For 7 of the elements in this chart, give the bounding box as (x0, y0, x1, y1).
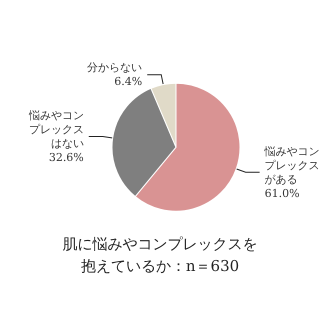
text: 肌に悩みやコンプレックスを抱えているか：n＝630 (62, 235, 258, 275)
data-label: 61.0% (264, 186, 300, 200)
data-label: 32.6% (48, 151, 84, 164)
slice-label: 分からない (87, 61, 142, 74)
slice-label: 悩みやコンプレックスがある (264, 144, 320, 186)
data-label: 6.4% (114, 75, 142, 88)
slice-label: 悩みやコンプレックスはない (28, 109, 84, 150)
